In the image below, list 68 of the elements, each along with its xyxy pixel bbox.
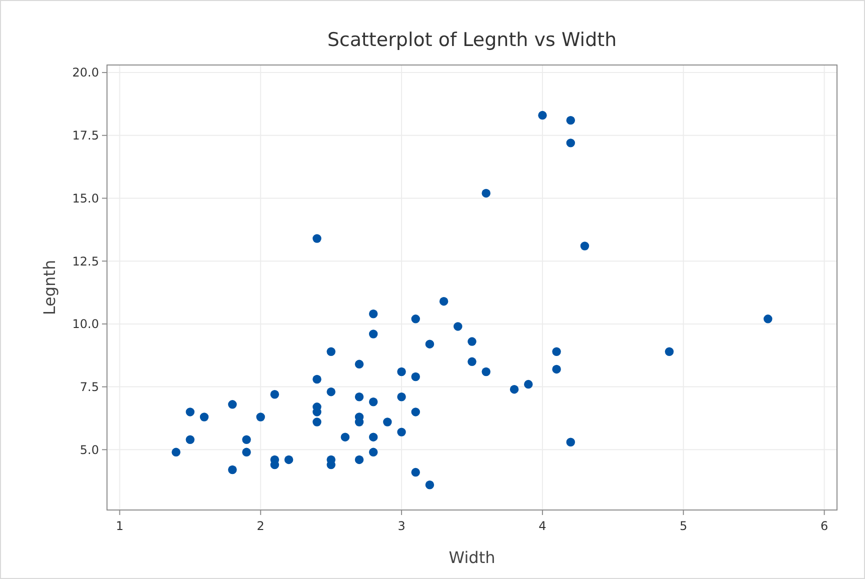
point bbox=[411, 408, 420, 416]
x-axis-title: Width bbox=[448, 548, 496, 567]
x-tick-label: 5 bbox=[680, 519, 688, 533]
point bbox=[580, 242, 590, 250]
y-tick-label: 12.5 bbox=[72, 254, 99, 268]
point bbox=[172, 448, 180, 457]
point bbox=[425, 480, 434, 490]
point bbox=[368, 432, 378, 442]
point bbox=[242, 448, 251, 457]
y-tick-label: 17.5 bbox=[72, 128, 99, 143]
point bbox=[312, 374, 322, 384]
point bbox=[764, 314, 772, 324]
point bbox=[454, 322, 462, 331]
point bbox=[468, 357, 476, 366]
point bbox=[312, 234, 322, 243]
point bbox=[411, 314, 420, 324]
point bbox=[256, 412, 265, 422]
point bbox=[228, 400, 237, 409]
point bbox=[397, 392, 406, 402]
y-tick-label: 7.5 bbox=[80, 380, 99, 394]
point bbox=[326, 347, 336, 356]
point bbox=[242, 435, 251, 444]
point bbox=[186, 435, 195, 444]
x-tick-label: 4 bbox=[538, 519, 546, 533]
chart-title: Scatterplot of Legnth vs Width bbox=[327, 29, 617, 51]
point bbox=[524, 380, 533, 389]
point bbox=[228, 465, 237, 474]
x-tick-label: 3 bbox=[398, 519, 406, 533]
point bbox=[510, 384, 519, 394]
point bbox=[566, 138, 576, 148]
point bbox=[284, 455, 294, 464]
point bbox=[354, 455, 364, 464]
point bbox=[552, 347, 561, 356]
point bbox=[482, 367, 490, 376]
point bbox=[397, 367, 406, 376]
point bbox=[312, 418, 322, 426]
y-tick-label: 20.0 bbox=[72, 66, 99, 80]
point bbox=[383, 418, 392, 426]
point bbox=[340, 432, 350, 442]
point bbox=[482, 188, 490, 198]
point bbox=[368, 310, 378, 318]
point bbox=[186, 408, 195, 416]
point bbox=[664, 347, 674, 356]
point bbox=[354, 360, 364, 369]
point bbox=[368, 448, 378, 457]
point bbox=[354, 392, 364, 402]
x-tick-label: 6 bbox=[820, 519, 828, 533]
y-tick-label: 15.0 bbox=[72, 191, 99, 206]
point bbox=[538, 110, 547, 120]
point bbox=[270, 390, 280, 399]
y-tick-label: 10.0 bbox=[72, 317, 99, 332]
point bbox=[468, 337, 476, 346]
point bbox=[566, 116, 576, 125]
point bbox=[411, 372, 420, 382]
point bbox=[411, 468, 420, 477]
point bbox=[397, 428, 406, 436]
point bbox=[552, 364, 561, 374]
x-tick-label: 1 bbox=[116, 519, 124, 533]
point bbox=[566, 438, 576, 446]
point bbox=[368, 398, 378, 406]
point bbox=[368, 330, 378, 338]
y-axis-title: Legnth bbox=[40, 260, 59, 316]
point bbox=[200, 412, 209, 422]
point bbox=[439, 296, 448, 306]
y-tick-label: 5.0 bbox=[80, 442, 99, 457]
point bbox=[425, 340, 434, 348]
point bbox=[326, 387, 336, 396]
x-tick-label: 2 bbox=[256, 519, 264, 533]
